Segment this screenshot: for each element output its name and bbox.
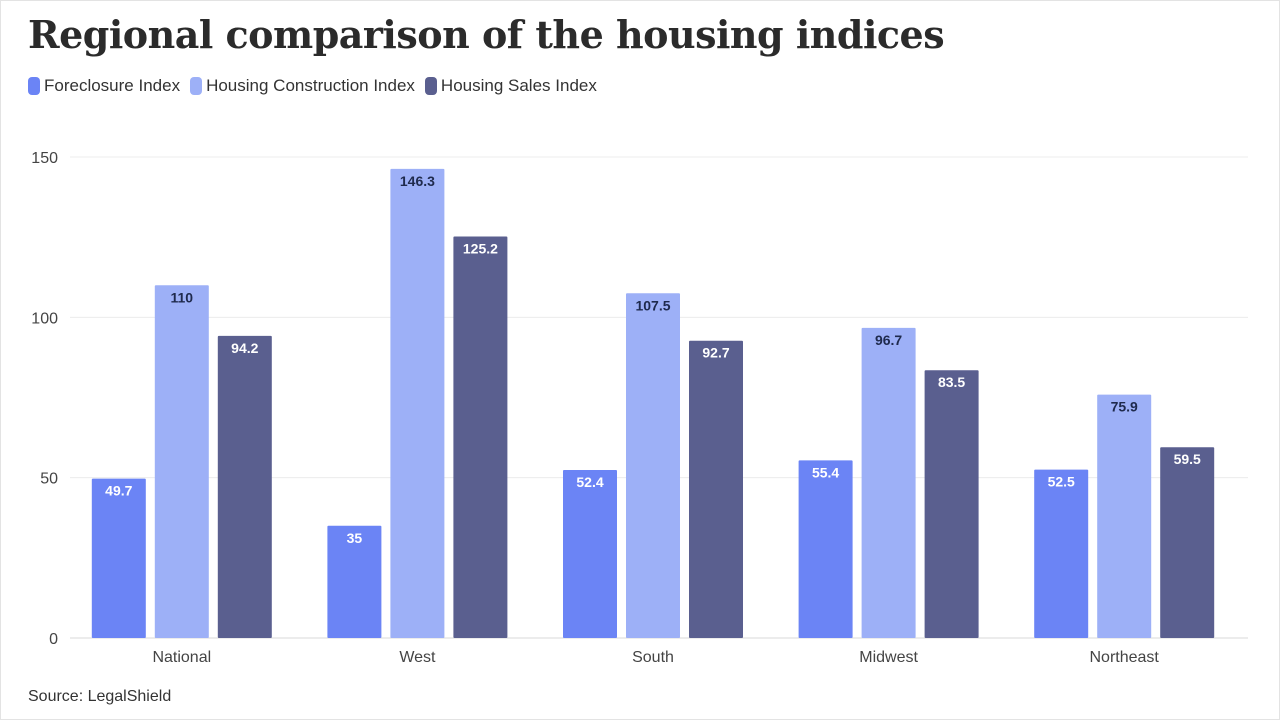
- legend-item-construction[interactable]: Housing Construction Index: [190, 76, 415, 96]
- bar: [798, 460, 853, 638]
- y-tick-label: 150: [31, 150, 58, 167]
- data-label: 55.4: [812, 464, 839, 480]
- legend-swatch-sales: [424, 77, 437, 95]
- legend-item-foreclosure[interactable]: Foreclosure Index: [28, 76, 180, 96]
- x-tick-label: National: [152, 649, 211, 666]
- bar: [1160, 447, 1215, 638]
- bar: [217, 335, 272, 638]
- y-tick-label: 50: [40, 471, 58, 488]
- data-label: 92.7: [702, 345, 729, 361]
- bar: [1097, 394, 1152, 638]
- source-note: Source: LegalShield: [28, 688, 172, 705]
- bar: [390, 168, 445, 638]
- data-label: 52.5: [1048, 474, 1075, 490]
- data-label: 125.2: [463, 241, 498, 257]
- data-label: 94.2: [231, 340, 258, 356]
- data-label: 83.5: [938, 374, 965, 390]
- legend-label-sales: Housing Sales Index: [440, 76, 597, 95]
- data-label: 110: [171, 289, 194, 305]
- bar: [924, 370, 979, 638]
- data-label: 35: [347, 530, 363, 546]
- bar: [327, 525, 382, 638]
- data-label: 59.5: [1174, 451, 1201, 467]
- bar: [154, 285, 209, 638]
- y-tick-label: 0: [49, 631, 58, 648]
- y-tick-label: 100: [31, 310, 58, 327]
- legend: Foreclosure Index Housing Construction I…: [28, 76, 597, 96]
- x-tick-label: Northeast: [1090, 649, 1160, 666]
- bar: [563, 469, 617, 638]
- data-label: 52.4: [576, 474, 603, 490]
- bar: [626, 293, 680, 638]
- data-label: 96.7: [875, 332, 902, 348]
- x-tick-label: West: [399, 649, 436, 666]
- legend-label-foreclosure: Foreclosure Index: [44, 76, 181, 95]
- bar: [1034, 469, 1089, 638]
- data-label: 49.7: [105, 483, 132, 499]
- data-label: 107.5: [635, 297, 670, 313]
- x-tick-label: South: [632, 649, 674, 666]
- x-tick-label: Midwest: [859, 649, 918, 666]
- bar: [453, 236, 508, 638]
- bar: [689, 340, 743, 638]
- legend-label-construction: Housing Construction Index: [206, 76, 415, 95]
- bar: [861, 327, 916, 638]
- legend-swatch-construction: [190, 77, 203, 95]
- data-label: 146.3: [400, 173, 435, 189]
- chart-title: Regional comparison of the housing indic…: [28, 12, 945, 57]
- bar: [91, 478, 146, 638]
- data-label: 75.9: [1111, 399, 1138, 415]
- legend-item-sales[interactable]: Housing Sales Index: [424, 76, 597, 96]
- legend-swatch-foreclosure: [28, 77, 40, 95]
